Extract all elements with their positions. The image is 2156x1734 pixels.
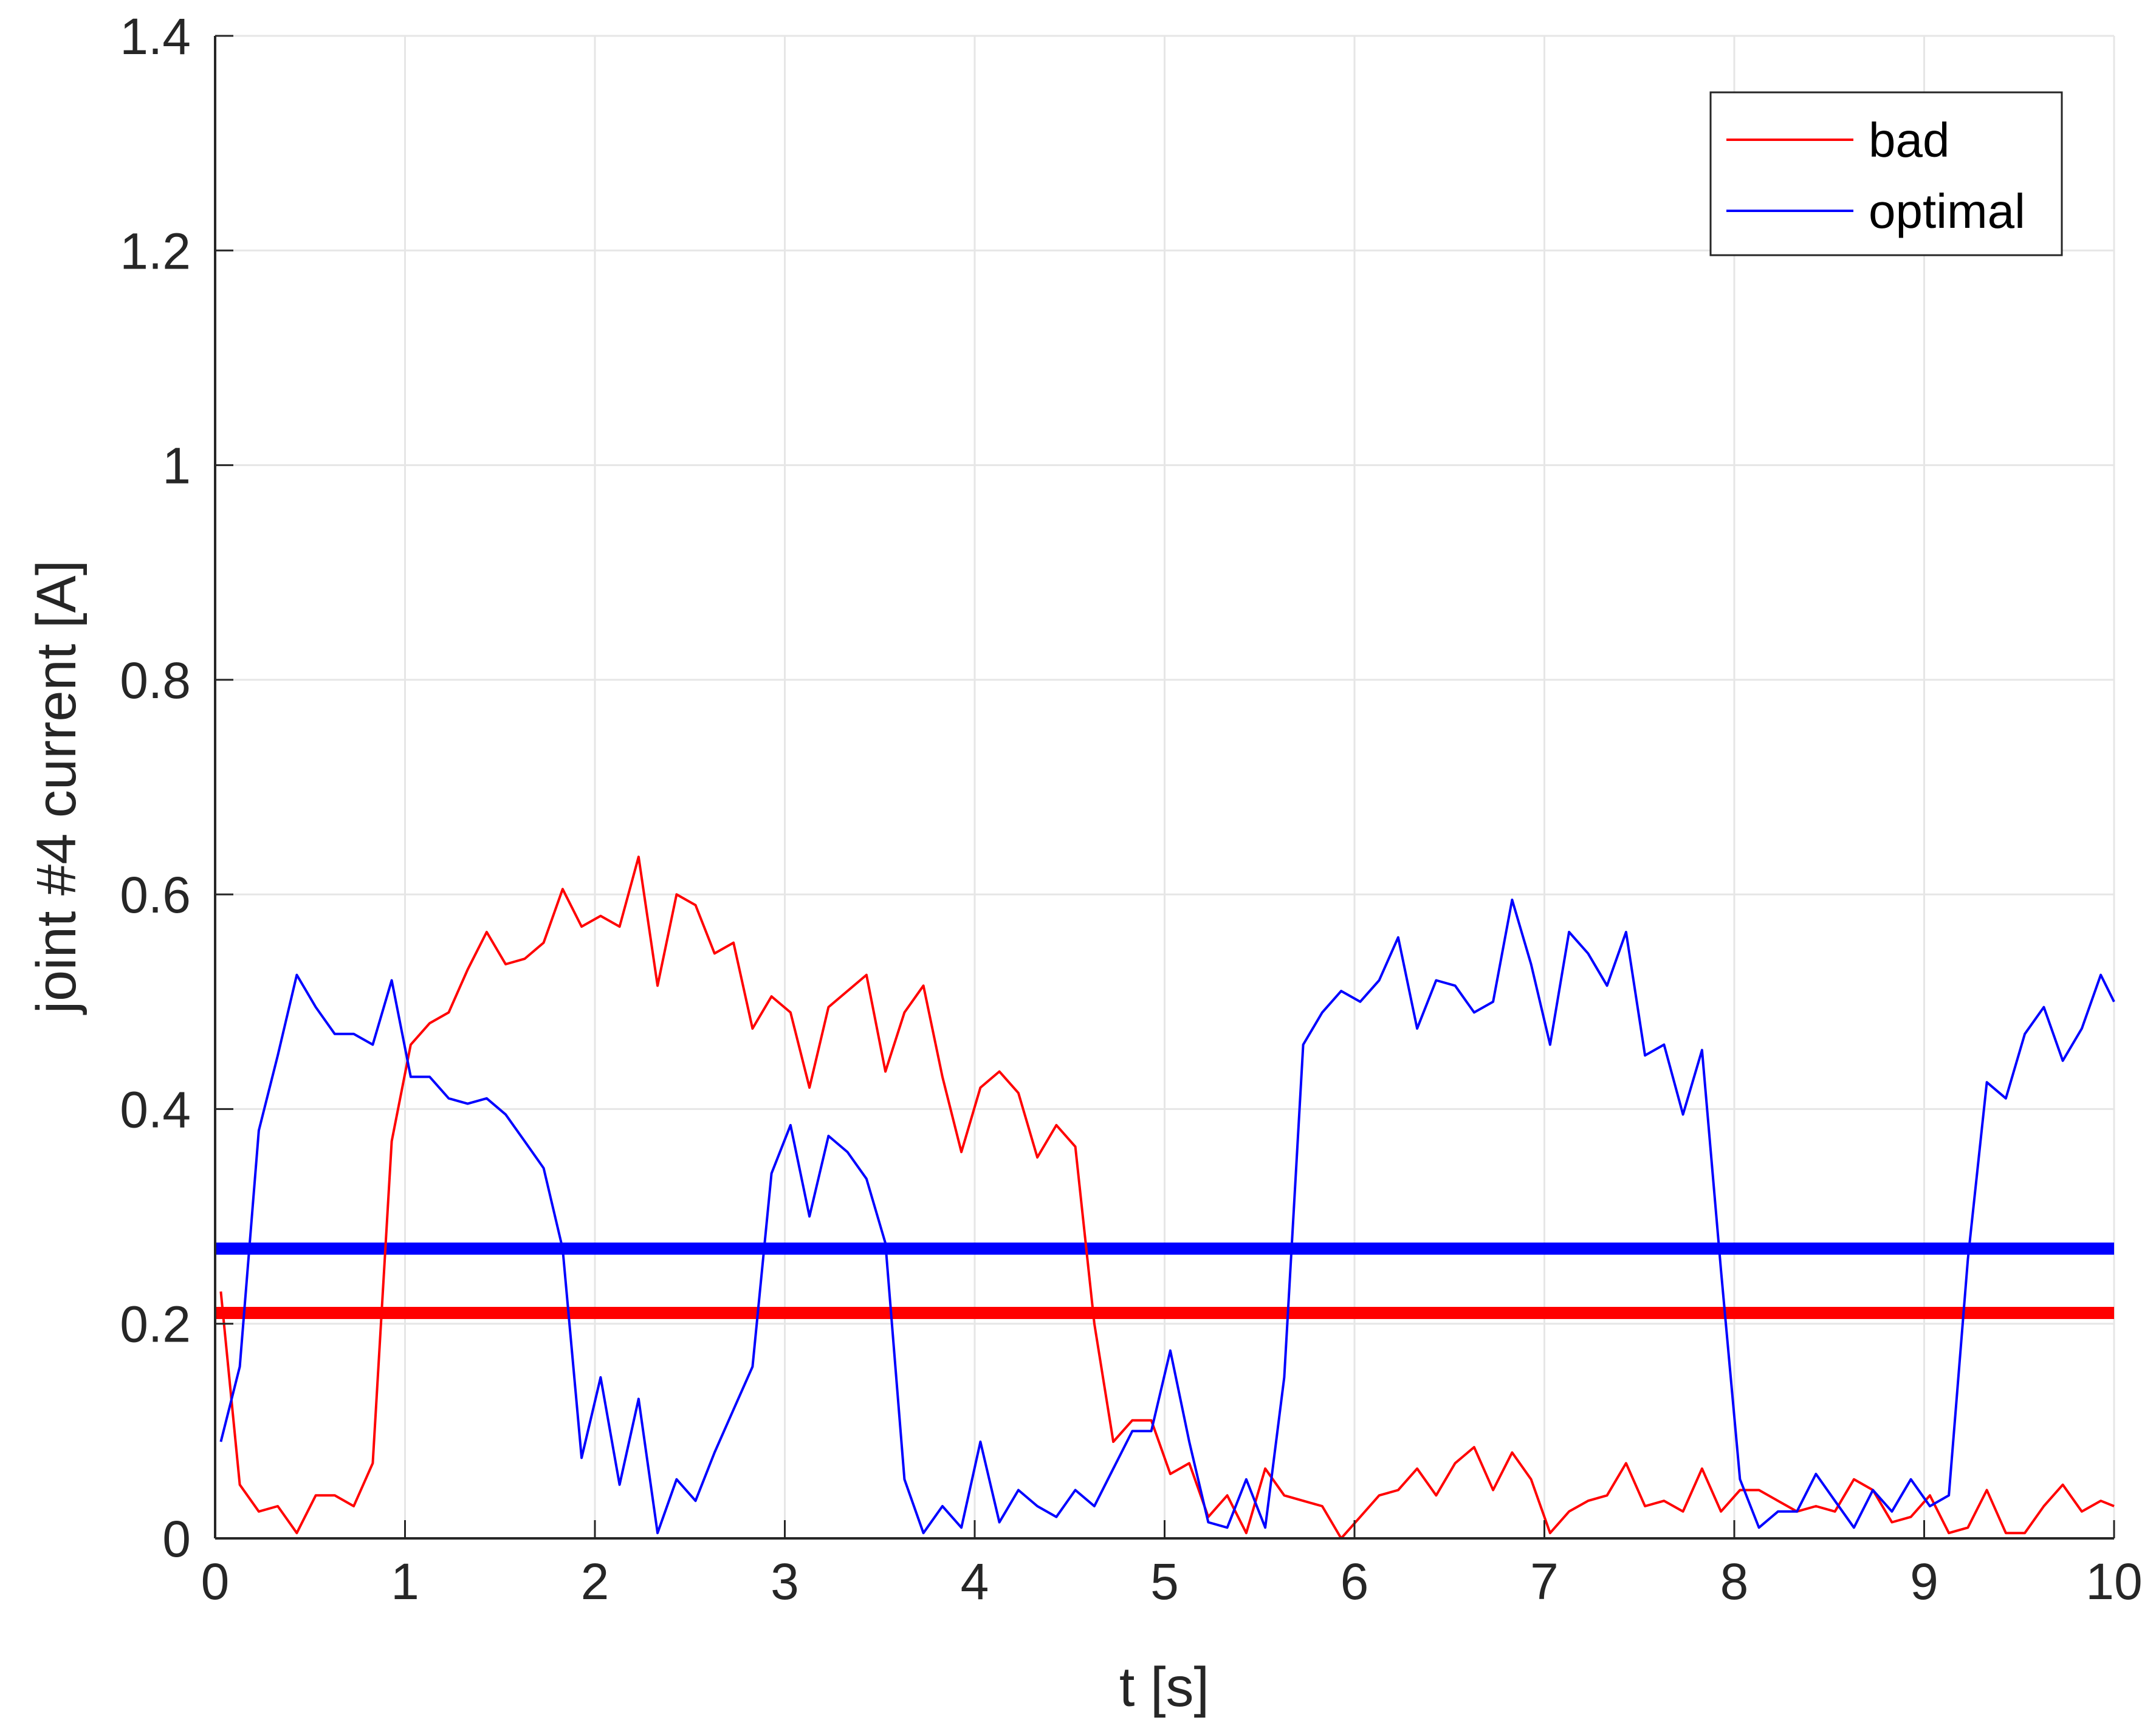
- y-tick-label: 1: [162, 437, 191, 495]
- y-tick-label: 0.8: [120, 652, 191, 709]
- x-tick-label: 1: [391, 1553, 419, 1610]
- legend-label-bad: bad: [1869, 113, 1949, 167]
- x-tick-label: 10: [2086, 1553, 2142, 1610]
- x-tick-label: 4: [961, 1553, 989, 1610]
- y-axis-label: joint #4 current [A]: [26, 560, 88, 1016]
- y-tick-label: 1.4: [120, 8, 191, 65]
- x-tick-label: 6: [1341, 1553, 1369, 1610]
- series-line-optimal: [219, 899, 2115, 1535]
- y-tick-labels: 0 0.2 0.4 0.6 0.8 1 1.2 1.4: [120, 8, 191, 1568]
- x-tick-label: 0: [201, 1553, 230, 1610]
- x-axis-label: t [s]: [1119, 1656, 1209, 1718]
- x-tick-label: 9: [1910, 1553, 1938, 1610]
- axes: [214, 35, 2115, 1540]
- x-tick-labels: 0 1 2 3 4 5 6 7 8 9 10: [201, 1553, 2143, 1610]
- series-line-bad: [219, 855, 2115, 1540]
- legend-label-optimal: optimal: [1869, 184, 2025, 238]
- x-tick-label: 3: [771, 1553, 799, 1610]
- y-tick-label: 0.6: [120, 866, 191, 924]
- series-lines: [219, 855, 2115, 1540]
- y-tick-label: 1.2: [120, 222, 191, 279]
- y-tick-label: 0: [162, 1510, 191, 1568]
- legend: bad optimal: [1709, 91, 2063, 256]
- x-tick-label: 7: [1530, 1553, 1559, 1610]
- mean-lines: [215, 1242, 2114, 1320]
- y-tick-label: 0.2: [120, 1296, 191, 1353]
- x-gridlines: [214, 36, 2115, 1538]
- x-tick-label: 2: [581, 1553, 609, 1610]
- x-tick-label: 8: [1720, 1553, 1749, 1610]
- x-tick-label: 5: [1150, 1553, 1179, 1610]
- legend-box: [1709, 91, 2063, 256]
- y-tick-label: 0.4: [120, 1081, 191, 1138]
